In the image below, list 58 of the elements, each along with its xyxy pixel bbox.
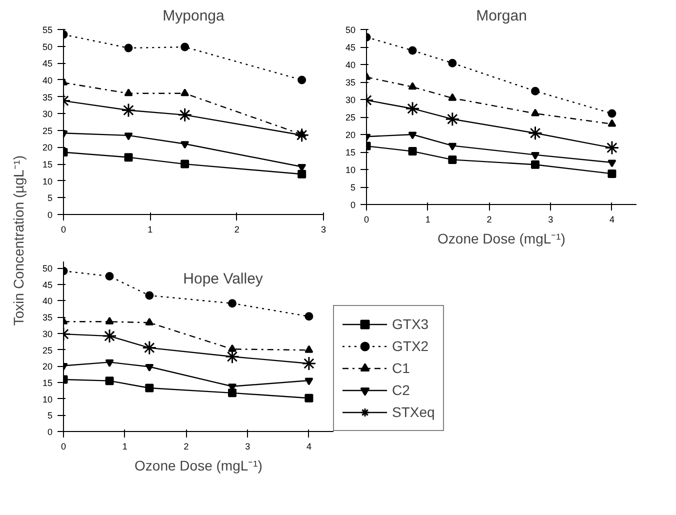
y-tick-label: 10 — [345, 165, 356, 175]
y-tick-label: 10 — [42, 394, 53, 404]
legend-label: STXeq — [392, 404, 435, 420]
y-tick-label: 45 — [42, 58, 53, 69]
x-axis-title: Ozone Dose (mgL⁻¹) — [134, 458, 262, 474]
text: Hope Valley — [183, 270, 264, 288]
x-tick-label: 0 — [60, 224, 66, 234]
y-tick-label: 45 — [345, 42, 356, 52]
y-tick-label: 25 — [345, 112, 356, 122]
y-tick-label: 35 — [42, 92, 53, 102]
y-tick-label: 15 — [42, 160, 53, 170]
x-tick-label: 3 — [320, 224, 326, 234]
y-tick-label: 50 — [42, 42, 53, 52]
y-tick-label: 25 — [42, 345, 53, 356]
x-tick-label: 3 — [245, 442, 250, 452]
x-tick-label: 1 — [122, 442, 128, 452]
y-tick-label: 40 — [42, 75, 53, 86]
y-tick-label: 10 — [42, 176, 53, 186]
x-tick-label: 2 — [234, 224, 240, 234]
y-tick-label: 40 — [42, 296, 53, 306]
y-tick-label: 50 — [345, 25, 356, 35]
x-tick-label: 0 — [364, 214, 370, 224]
x-tick-label: 1 — [148, 224, 153, 234]
y-tick-label: 35 — [42, 312, 53, 323]
y-axis-title: Toxin Concentration (µgL⁻¹) — [10, 155, 26, 326]
y-tick-label: 35 — [345, 78, 356, 88]
x-tick-label: 4 — [306, 442, 312, 452]
y-tick-label: 40 — [345, 60, 356, 70]
x-tick-label: 3 — [548, 214, 554, 224]
x-tick-label: 4 — [609, 214, 614, 224]
legend-label: GTX2 — [392, 338, 429, 354]
x-axis-title: Ozone Dose (mgL⁻¹) — [438, 230, 566, 246]
y-tick-label: 0 — [47, 427, 53, 437]
x-tick-label: 2 — [184, 442, 189, 452]
y-tick-label: 30 — [42, 328, 53, 339]
y-tick-label: 20 — [42, 142, 53, 153]
y-tick-label: 5 — [47, 193, 53, 204]
x-tick-label: 0 — [60, 442, 66, 452]
y-tick-label: 30 — [345, 95, 356, 105]
y-tick-label: 55 — [42, 25, 53, 35]
x-tick-label: 1 — [425, 214, 430, 224]
y-tick-label: 30 — [42, 109, 53, 120]
x-tick-label: 2 — [486, 214, 492, 224]
chart-title: Myponga — [162, 8, 226, 24]
y-tick-label: 50 — [42, 264, 53, 274]
y-tick-label: 5 — [47, 410, 53, 421]
y-tick-label: 25 — [42, 126, 53, 136]
y-tick-label: 15 — [42, 378, 53, 388]
y-tick-label: 20 — [345, 130, 356, 140]
legend-label: C2 — [392, 382, 411, 398]
y-tick-label: 15 — [345, 148, 356, 158]
legend-label: C1 — [392, 360, 411, 376]
legend-label: GTX3 — [392, 316, 429, 332]
y-tick-label: 5 — [350, 182, 356, 192]
y-tick-label: 20 — [42, 362, 53, 372]
chart-title: Morgan — [476, 8, 527, 24]
y-tick-label: 45 — [42, 280, 53, 290]
y-tick-label: 0 — [350, 200, 356, 210]
